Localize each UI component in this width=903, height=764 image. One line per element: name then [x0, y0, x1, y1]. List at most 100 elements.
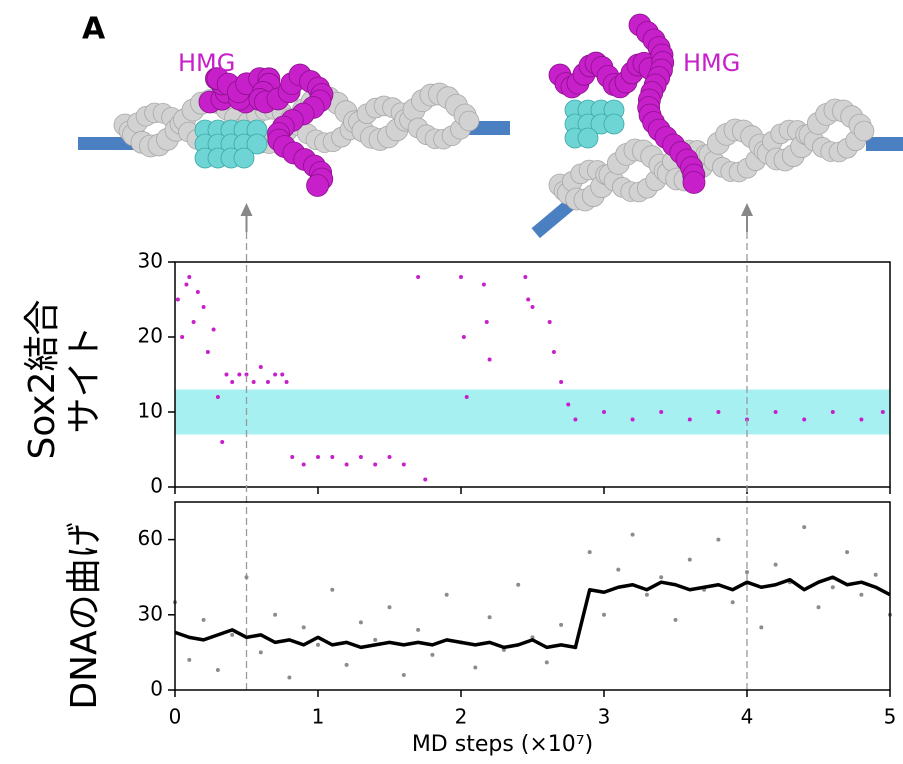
y-tick-label: 60: [138, 526, 163, 550]
point: [330, 587, 335, 592]
atom: [246, 133, 268, 155]
point: [566, 402, 571, 407]
point: [880, 410, 885, 414]
point: [416, 275, 421, 279]
point: [859, 592, 864, 597]
point: [530, 305, 535, 309]
x-tick-label: 0: [169, 705, 182, 729]
point: [559, 380, 564, 384]
point: [816, 605, 821, 610]
point: [301, 462, 306, 467]
point: [175, 297, 180, 302]
point: [602, 612, 606, 617]
point: [201, 305, 206, 309]
point: [401, 672, 406, 677]
point: [358, 455, 363, 459]
panel-label: A: [82, 12, 106, 47]
point: [330, 455, 335, 459]
arrow-head: [240, 203, 253, 216]
x-tick-label: 4: [741, 705, 754, 729]
y-tick-label: 0: [150, 677, 163, 701]
band: [175, 389, 890, 435]
point: [180, 335, 185, 339]
point: [659, 575, 664, 580]
atom: [233, 147, 255, 169]
point: [301, 625, 306, 630]
point: [559, 622, 564, 627]
arrow-head: [741, 203, 753, 216]
point: [873, 572, 878, 577]
point: [551, 350, 556, 354]
point: [516, 582, 521, 587]
point: [687, 417, 692, 422]
point: [358, 620, 363, 625]
point: [484, 320, 489, 324]
point: [184, 282, 189, 287]
point: [230, 632, 235, 637]
point: [602, 410, 606, 414]
point: [258, 365, 263, 369]
point: [487, 615, 492, 620]
point: [745, 570, 749, 575]
point: [430, 652, 435, 657]
point: [461, 335, 466, 339]
y-tick-label: 30: [138, 249, 163, 273]
point: [191, 320, 196, 324]
point: [444, 592, 449, 597]
annotation: HMG: [178, 49, 235, 77]
point: [220, 440, 225, 444]
point: [830, 585, 835, 590]
point: [237, 372, 242, 377]
point: [845, 550, 850, 555]
x-tick-label: 5: [884, 705, 897, 729]
point: [224, 372, 229, 377]
point: [287, 675, 292, 680]
point: [258, 650, 263, 655]
point: [284, 380, 289, 384]
point: [773, 410, 778, 414]
dna-end-bar: [531, 198, 576, 239]
point: [802, 417, 807, 422]
point: [387, 605, 392, 610]
point: [244, 575, 249, 580]
point: [387, 455, 392, 459]
point: [401, 462, 406, 467]
point: [273, 612, 278, 617]
point: [687, 557, 692, 562]
y-tick-label: 20: [138, 324, 163, 348]
point: [630, 417, 635, 422]
atom: [682, 171, 706, 194]
point: [316, 455, 320, 459]
point: [630, 532, 635, 537]
atom: [853, 120, 875, 142]
x-tick-label: 3: [598, 705, 611, 729]
y-axis-label: DNAの曲げ: [64, 522, 105, 709]
point: [802, 525, 807, 530]
annotation: HMG: [683, 49, 740, 77]
point: [573, 417, 578, 422]
point: [290, 455, 295, 459]
point: [215, 667, 220, 672]
x-tick-label: 1: [312, 705, 325, 729]
point: [481, 282, 486, 287]
point: [251, 380, 256, 384]
point: [230, 380, 235, 384]
point: [523, 275, 528, 279]
y-tick-label: 30: [138, 601, 163, 625]
point: [673, 617, 678, 622]
point: [215, 395, 220, 399]
point: [211, 327, 216, 332]
point: [423, 477, 428, 482]
molecule-illustrations: [78, 13, 903, 239]
atom: [603, 113, 625, 135]
point: [644, 592, 649, 597]
point: [344, 662, 349, 667]
point: [187, 657, 192, 662]
point: [316, 642, 320, 647]
point: [201, 617, 206, 622]
point: [487, 357, 492, 362]
point: [547, 320, 552, 324]
y-tick-label: 10: [138, 399, 163, 423]
point: [373, 637, 378, 642]
